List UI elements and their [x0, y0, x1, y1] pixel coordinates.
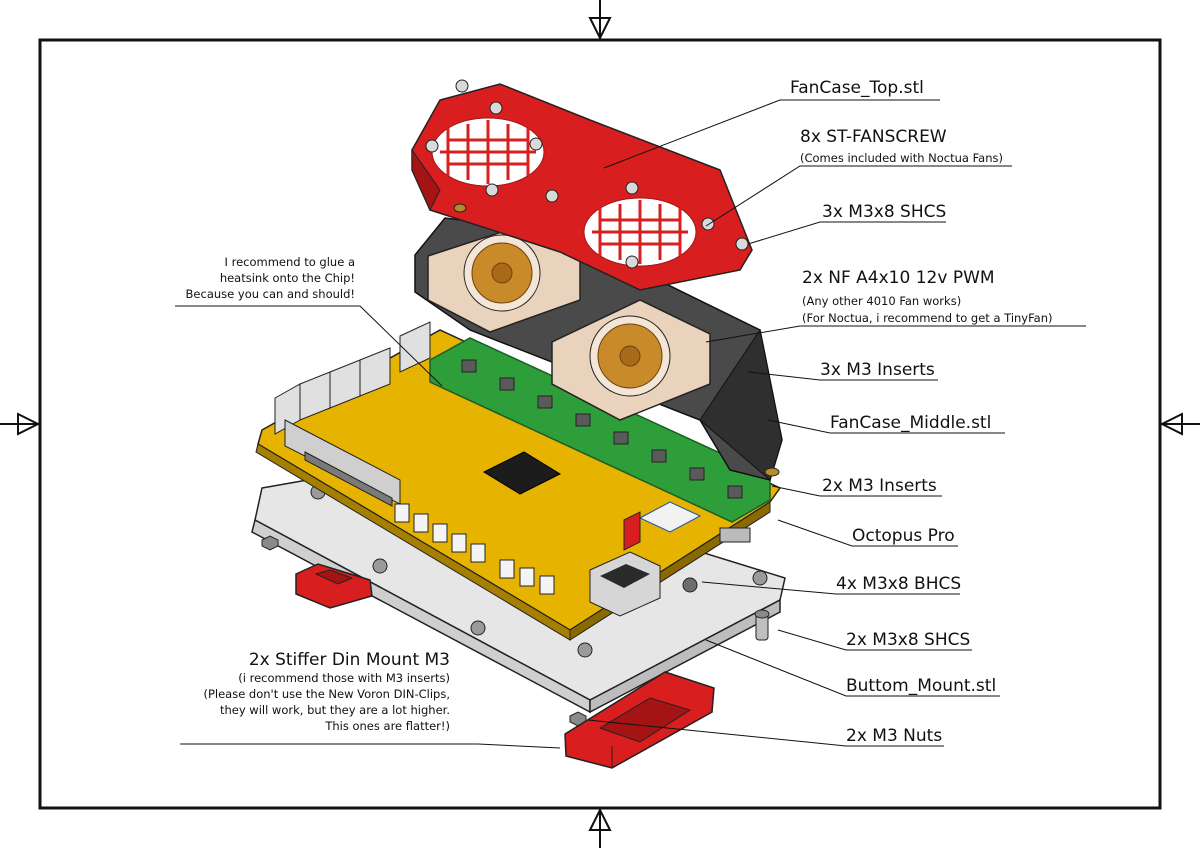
callout-fanscrew-note: (Comes included with Noctua Fans) — [800, 151, 1003, 165]
loose-shcs-bolt — [754, 609, 770, 641]
din-mount-note-3: they will work, but they are a lot highe… — [219, 703, 450, 717]
callout-board: Octopus Pro — [852, 526, 955, 546]
callout-inserts-3: 3x M3 Inserts — [820, 360, 935, 380]
din-mount-callout: 2x Stiffer Din Mount M3 (i recommend tho… — [203, 650, 450, 734]
callout-shcs-top: 3x M3x8 SHCS — [822, 202, 947, 222]
din-mount-lower — [564, 671, 715, 769]
din-mount-title: 2x Stiffer Din Mount M3 — [248, 650, 450, 670]
heatsink-note-line-3: Because you can and should! — [185, 287, 355, 301]
callout-fancase-top: FanCase_Top.stl — [790, 78, 924, 98]
octopus-pro-board — [255, 321, 782, 641]
center-mark-bottom — [588, 807, 612, 848]
loose-nut — [261, 535, 279, 551]
din-mount-upper — [295, 563, 373, 609]
callout-fan: 2x NF A4x10 12v PWM — [802, 268, 995, 288]
callout-fanscrew: 8x ST-FANSCREW — [800, 127, 947, 147]
heatsink-note: I recommend to glue a heatsink onto the … — [186, 254, 355, 302]
callout-bottom-mount: Buttom_Mount.stl — [846, 676, 997, 696]
heatsink-note-line-1: I recommend to glue a — [224, 255, 355, 269]
heatsink-note-line-2: heatsink onto the Chip! — [219, 271, 355, 285]
center-mark-right — [1159, 412, 1200, 436]
din-mount-note-2: (Please don't use the New Voron DIN-Clip… — [203, 687, 450, 701]
din-mount-note-1: (i recommend those with M3 inserts) — [238, 671, 450, 685]
callout-shcs-bottom: 2x M3x8 SHCS — [846, 630, 971, 650]
callout-fan-note-1: (Any other 4010 Fan works) — [802, 294, 962, 308]
callout-fancase-middle: FanCase_Middle.stl — [830, 413, 992, 433]
callout-fan-note-2: (For Noctua, i recommend to get a TinyFa… — [802, 311, 1053, 325]
din-mount-note-4: This ones are flatter!) — [325, 719, 450, 733]
leader-lines — [175, 99, 1086, 749]
stepper-driver-row — [429, 337, 771, 523]
callout-bhcs: 4x M3x8 BHCS — [836, 574, 962, 594]
callout-nuts: 2x M3 Nuts — [846, 726, 943, 746]
center-mark-left — [0, 412, 41, 436]
fan-right — [551, 299, 711, 421]
callout-inserts-2: 2x M3 Inserts — [822, 476, 937, 496]
fancase-top — [411, 79, 753, 291]
center-mark-top — [588, 0, 612, 41]
